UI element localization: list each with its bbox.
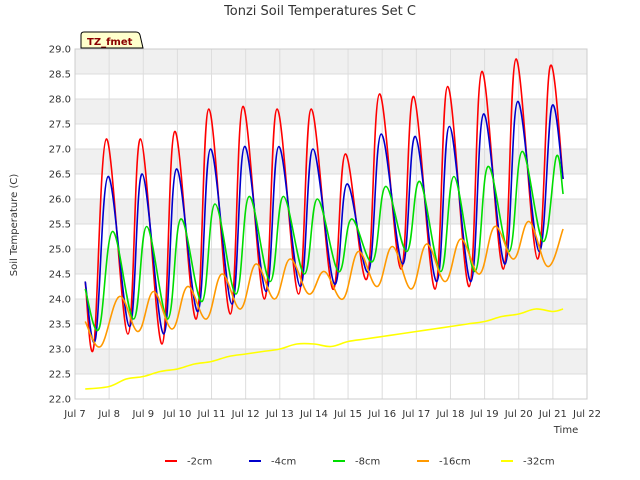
y-tick-label: 25.0: [49, 245, 71, 256]
plot-band: [75, 99, 587, 124]
legend-label: -32cm: [523, 457, 555, 468]
x-tick-label: Jul 20: [504, 409, 533, 420]
x-tick-label: Jul 13: [265, 409, 294, 420]
plot-band: [75, 324, 587, 349]
plot-band: [75, 174, 587, 199]
series-line-2cm: [84, 58, 564, 352]
series-lines: [84, 58, 564, 390]
y-tick-label: 28.5: [49, 70, 71, 81]
x-tick-label: Jul 15: [333, 409, 362, 420]
x-tick-label: Jul 10: [162, 409, 191, 420]
plot-band: [75, 74, 587, 99]
y-tick-label: 26.5: [49, 170, 71, 181]
plot-band: [75, 124, 587, 149]
plot-band: [75, 149, 587, 174]
plot-band: [75, 199, 587, 224]
x-tick-label: Jul 16: [367, 409, 396, 420]
series-line-16cm: [84, 220, 564, 348]
series-line-8cm: [84, 150, 564, 332]
y-tick-label: 29.0: [49, 45, 71, 56]
plot-band: [75, 374, 587, 399]
x-tick-label: Jul 22: [572, 409, 601, 420]
x-tick-label: Jul 12: [231, 409, 260, 420]
plot-band: [75, 49, 587, 74]
x-tick-label: Jul 17: [401, 409, 430, 420]
legend-label: -4cm: [271, 457, 296, 468]
x-tick-label: Jul 21: [538, 409, 567, 420]
legend-label: -2cm: [187, 457, 212, 468]
plot-band: [75, 299, 587, 324]
legend-label: -8cm: [355, 457, 380, 468]
x-tick-label: Jul 14: [299, 409, 328, 420]
series-line-32cm: [85, 308, 564, 390]
plot-band: [75, 349, 587, 374]
x-tick-label: Jul 19: [470, 409, 499, 420]
x-tick-label: Jul 18: [435, 409, 464, 420]
series-line-4cm: [84, 100, 564, 344]
x-tick-labels: Jul 7 Jul 8 Jul 9 Jul 10 Jul 11 Jul 12 Jul 13 J…: [63, 409, 601, 420]
x-axis-label: Time: [553, 425, 578, 436]
x-tick-label: Jul 9: [131, 409, 154, 420]
legend-label: -16cm: [439, 457, 471, 468]
x-tick-label: Jul 11: [197, 409, 226, 420]
y-tick-label: 24.0: [49, 295, 71, 306]
y-tick-label: 23.0: [49, 345, 71, 356]
y-axis-label: Soil Temperature (C): [9, 174, 20, 277]
badge-shape: [80, 31, 144, 49]
plot-frame: [74, 48, 588, 400]
badge: TZ_fmet: [80, 31, 144, 49]
y-tick-label: 25.5: [49, 220, 71, 231]
x-tick-label: Jul 8: [97, 409, 120, 420]
legend: -2cm -4cm -8cm -16cm -32cm: [165, 457, 555, 468]
y-tick-label: 26.0: [49, 195, 71, 206]
plot-background: [75, 49, 587, 399]
y-tick-label: 23.5: [49, 320, 71, 331]
y-tick-label: 24.5: [49, 270, 71, 281]
x-tick-label: Jul 7: [63, 409, 86, 420]
chart-title: Tonzi Soil Temperatures Set C: [223, 4, 416, 19]
y-tick-labels: 22.0 22.5 23.0 23.5 24.0 24.5 25.0 25.5 26.0 26.5…: [49, 45, 71, 406]
y-tick-label: 27.5: [49, 120, 71, 131]
y-tick-label: 22.5: [49, 370, 71, 381]
badge-label: TZ_fmet: [87, 37, 133, 48]
y-tick-label: 27.0: [49, 145, 71, 156]
y-tick-label: 28.0: [49, 95, 71, 106]
y-tick-label: 22.0: [49, 395, 71, 406]
